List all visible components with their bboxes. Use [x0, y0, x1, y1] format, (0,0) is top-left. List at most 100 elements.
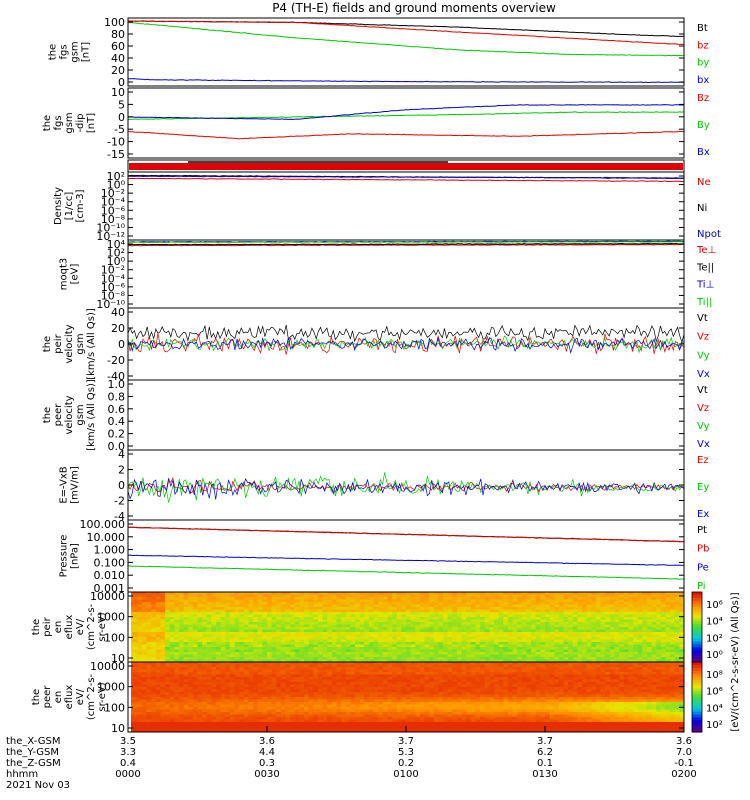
- heatmap-cell: [308, 607, 314, 611]
- panel-frame: [127, 239, 685, 309]
- heatmap-cell: [679, 612, 684, 616]
- heatmap-cell: [656, 667, 662, 671]
- heatmap-cell: [211, 632, 217, 636]
- heatmap-cell: [531, 677, 537, 681]
- heatmap-cell: [183, 659, 189, 662]
- heatmap-cell: [276, 624, 282, 628]
- heatmap-cell: [392, 674, 398, 678]
- heatmap-cell: [563, 662, 569, 666]
- colorbar-swatch: [692, 603, 702, 608]
- heatmap-cell: [401, 599, 407, 603]
- heatmap-cell: [605, 599, 611, 603]
- heatmap-cell: [165, 652, 171, 656]
- heatmap-cell: [271, 604, 277, 608]
- heatmap-cell: [609, 637, 616, 641]
- heatmap-cell: [183, 614, 189, 618]
- heatmap-cell: [674, 679, 680, 683]
- heatmap-cell: [179, 672, 185, 676]
- heatmap-cell: [660, 634, 666, 638]
- heatmap-cell: [433, 664, 439, 668]
- heatmap-cell: [507, 612, 514, 616]
- heatmap-cell: [642, 687, 648, 691]
- heatmap-cell: [382, 669, 388, 673]
- heatmap-cell: [387, 667, 393, 671]
- heatmap-cell: [165, 607, 171, 611]
- heatmap-cell: [475, 637, 481, 641]
- heatmap-cell: [633, 659, 639, 662]
- heatmap-cell: [290, 609, 296, 613]
- heatmap-cell: [535, 617, 541, 621]
- heatmap-cell: [290, 649, 296, 653]
- heatmap-cell: [364, 602, 370, 606]
- heatmap-cell: [392, 677, 398, 681]
- y-tick-label: 10⁻⁶: [101, 281, 126, 294]
- heatmap-cell: [619, 632, 625, 636]
- heatmap-cell: [373, 639, 379, 643]
- heatmap-cell: [202, 602, 208, 606]
- heatmap-cell: [248, 597, 254, 601]
- heatmap-cell: [438, 672, 444, 676]
- heatmap-cell: [670, 622, 676, 626]
- heatmap-cell: [415, 657, 421, 661]
- heatmap-cell: [646, 647, 653, 651]
- heatmap-cell: [192, 652, 199, 656]
- heatmap-cell: [165, 624, 171, 628]
- heatmap-cell: [443, 609, 449, 613]
- heatmap-cell: [141, 659, 148, 662]
- heatmap-cell: [517, 649, 523, 653]
- heatmap-cell: [179, 657, 185, 661]
- heatmap-cell: [660, 674, 666, 678]
- heatmap-cell: [382, 592, 388, 596]
- heatmap-cell: [188, 684, 194, 688]
- heatmap-cell: [498, 677, 504, 681]
- heatmap-cell: [225, 682, 231, 686]
- heatmap-cell: [679, 687, 684, 691]
- heatmap-cell: [350, 659, 356, 662]
- heatmap-cell: [660, 677, 666, 681]
- heatmap-cell: [415, 662, 421, 666]
- heatmap-cell: [308, 624, 314, 628]
- heatmap-cell: [526, 677, 532, 681]
- heatmap-cell: [401, 614, 407, 618]
- heatmap-cell: [280, 604, 287, 608]
- heatmap-cell: [169, 682, 175, 686]
- heatmap-cell: [540, 627, 546, 631]
- heatmap-cell: [146, 674, 152, 678]
- heatmap-cell: [526, 679, 532, 683]
- heatmap-cell: [179, 649, 185, 653]
- heatmap-cell: [239, 642, 245, 646]
- heatmap-cell: [614, 612, 620, 616]
- heatmap-cell: [406, 644, 412, 648]
- heatmap-cell: [665, 652, 671, 656]
- heatmap-cell: [206, 664, 212, 668]
- heatmap-cell: [378, 632, 384, 636]
- heatmap-cell: [211, 639, 217, 643]
- heatmap-cell: [674, 632, 680, 636]
- heatmap-cell: [243, 662, 249, 666]
- heatmap-cell: [387, 594, 393, 598]
- heatmap-cell: [600, 679, 606, 683]
- heatmap-cell: [429, 629, 435, 633]
- heatmap-cell: [461, 674, 467, 678]
- heatmap-cell: [670, 617, 676, 621]
- heatmap-cell: [216, 632, 222, 636]
- heatmap-cell: [304, 652, 310, 656]
- heatmap-cell: [179, 612, 185, 616]
- heatmap-cell: [670, 652, 676, 656]
- heatmap-cell: [257, 637, 263, 641]
- heatmap-cell: [679, 684, 684, 688]
- heatmap-cell: [234, 647, 240, 651]
- heatmap-cell: [545, 639, 551, 643]
- heatmap-cell: [447, 652, 453, 656]
- heatmap-cell: [577, 612, 583, 616]
- heatmap-cell: [359, 654, 365, 658]
- heatmap-cell: [619, 624, 625, 628]
- heatmap-cell: [151, 687, 157, 691]
- heatmap-cell: [521, 599, 527, 603]
- heatmap-cell: [151, 639, 157, 643]
- heatmap-cell: [503, 654, 509, 658]
- heatmap-cell: [243, 617, 249, 621]
- heatmap-cell: [633, 644, 639, 648]
- heatmap-cell: [290, 599, 296, 603]
- heatmap-cell: [600, 627, 606, 631]
